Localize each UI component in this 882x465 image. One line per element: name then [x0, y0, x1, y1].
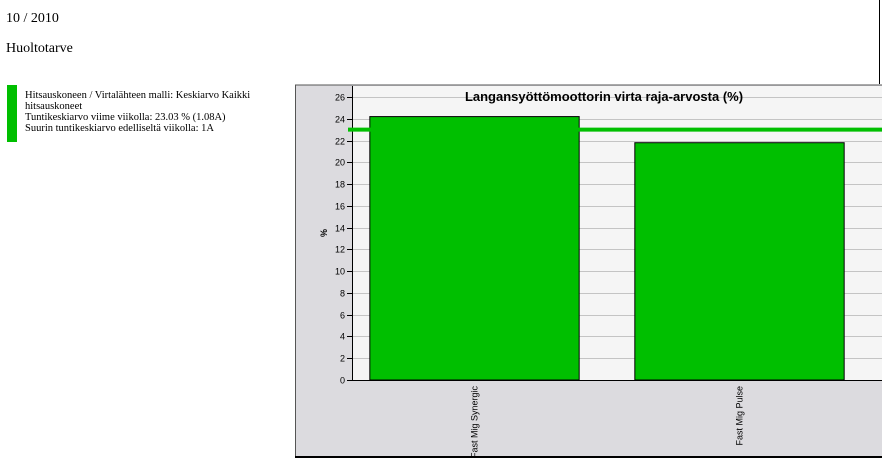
right-divider: [879, 0, 880, 84]
y-tick-label: 6: [340, 311, 345, 321]
legend-max-line: Suurin tuntikeskiarvo edelliseltä viikol…: [25, 123, 214, 134]
section-title: Huoltotarve: [6, 41, 73, 56]
report-period: 10 / 2010: [6, 11, 59, 26]
y-tick-label: 16: [335, 202, 345, 212]
x-axis-labels: Fast Mig Synergic Fast Mig Pulse: [470, 386, 745, 459]
y-axis-label: %: [319, 229, 329, 237]
y-tick-label: 2: [340, 354, 345, 364]
y-tick-label: 18: [335, 180, 345, 190]
x-tick-label: Fast Mig Pulse: [735, 386, 745, 446]
y-tick-label: 10: [335, 267, 345, 277]
y-tick-label: 0: [340, 376, 345, 386]
bar: [634, 142, 845, 381]
legend-swatch: [7, 85, 17, 142]
y-tick-label: 14: [335, 224, 345, 234]
legend-last-week-line: Tuntikeskiarvo viime viikolla: 23.03 % (…: [25, 112, 226, 123]
y-tick-label: 24: [335, 115, 345, 125]
y-tick-label: 12: [335, 245, 345, 255]
y-tick-label: 22: [335, 137, 345, 147]
legend-model-line: Hitsauskoneen / Virtalähteen malli: Kesk…: [25, 90, 251, 112]
legend-text: Hitsauskoneen / Virtalähteen malli: Kesk…: [25, 90, 263, 134]
bar: [369, 116, 580, 381]
y-tick-label: 20: [335, 158, 345, 168]
y-tick-label: 26: [335, 93, 345, 103]
bars: [369, 116, 845, 381]
y-tick-label: 4: [340, 332, 345, 342]
chart-title: Langansyöttömoottorin virta raja-arvosta…: [465, 89, 743, 104]
x-tick-label: Fast Mig Synergic: [470, 386, 480, 459]
y-tick-label: 8: [340, 289, 345, 299]
